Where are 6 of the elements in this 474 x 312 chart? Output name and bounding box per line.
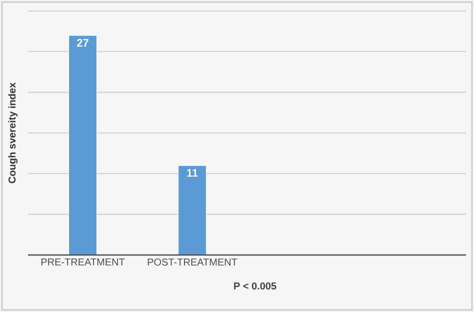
text: P < 0.005 <box>234 282 276 290</box>
data-label: 27 <box>77 38 88 47</box>
x-tick-label: POST-TREATMENT <box>148 258 238 266</box>
y-axis-title: Cough svereity index <box>8 82 18 184</box>
data-label: 11 <box>187 169 198 177</box>
x-tick-label: PRE-TREATMENT <box>41 258 125 266</box>
